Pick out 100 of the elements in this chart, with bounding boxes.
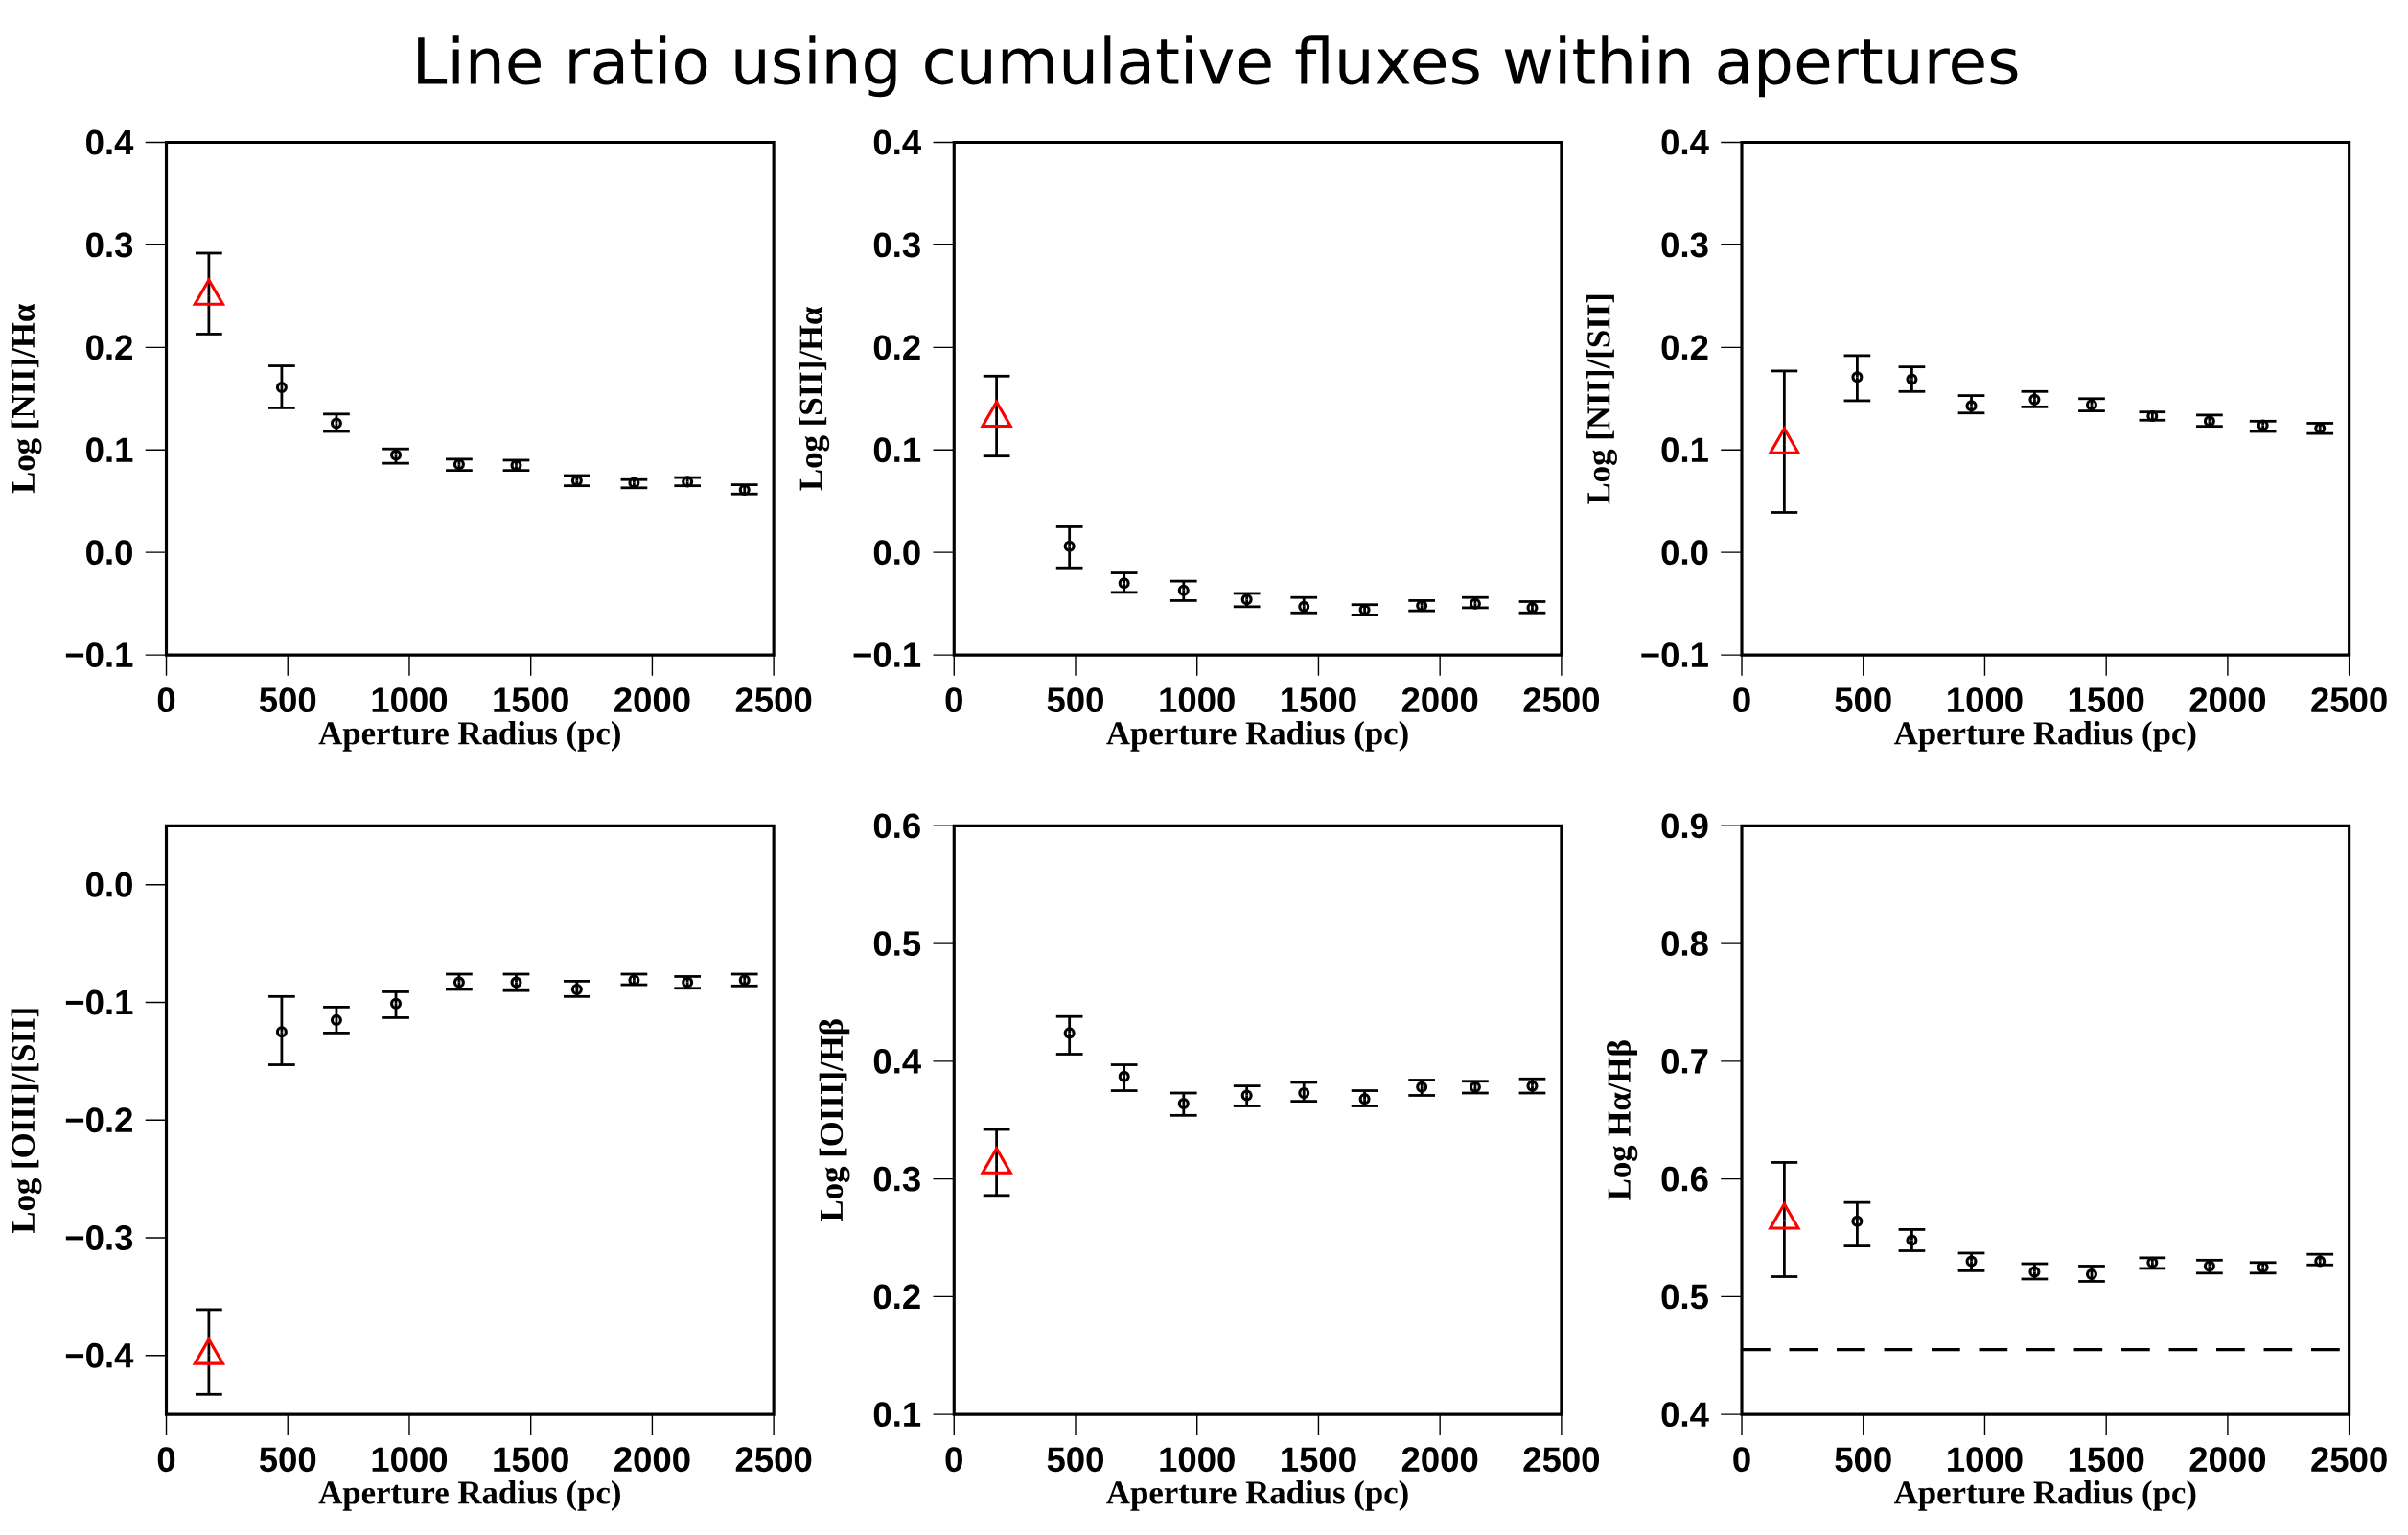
x-tick-label: 1500 bbox=[1282, 687, 1356, 713]
x-tick-label: 500 bbox=[1835, 1447, 1891, 1473]
y-tick-label: 0.9 bbox=[1661, 813, 1708, 839]
x-tick-label: 1000 bbox=[1948, 1447, 2023, 1473]
x-tick-label: 2000 bbox=[614, 687, 690, 713]
text: Line ratio using cumulative fluxes within apertures bbox=[418, 35, 2018, 98]
point bbox=[1526, 1080, 1539, 1092]
y-tick-label: 0.3 bbox=[873, 1166, 920, 1192]
x-tick-label: 1500 bbox=[494, 687, 568, 713]
y-tick-label: 0.0 bbox=[873, 540, 920, 566]
x-tick-label: 500 bbox=[1047, 1447, 1103, 1473]
point bbox=[193, 1337, 225, 1365]
y-tick-label: 0.7 bbox=[1661, 1048, 1708, 1074]
y-tick-label: 0.0 bbox=[86, 872, 132, 897]
x-tick-label: 2500 bbox=[735, 687, 812, 713]
x-tick-label: 1000 bbox=[1948, 687, 2023, 713]
x-tick-label: 0 bbox=[945, 1447, 962, 1473]
y-tick-label: 0.4 bbox=[1661, 129, 1709, 155]
y-tick-label: 0.5 bbox=[873, 931, 921, 957]
x-tick-label: 2000 bbox=[1401, 687, 1478, 713]
y-tick-label: 0.4 bbox=[86, 129, 134, 155]
point bbox=[2146, 1256, 2159, 1268]
x-tick-label: 1500 bbox=[1282, 1447, 1356, 1473]
y-axis-title: Log [SII]/Hα bbox=[799, 306, 830, 491]
y-tick-label: 0.3 bbox=[1661, 232, 1708, 258]
x-tick-label: 0 bbox=[157, 687, 175, 713]
x-axis-title: Aperture Radius (pc) bbox=[318, 721, 620, 752]
point bbox=[628, 974, 640, 987]
y-tick-label: 0.1 bbox=[873, 437, 921, 463]
x-tick-label: 2500 bbox=[1523, 687, 1600, 713]
y-axis-title: Log [NII]/[SII] bbox=[1586, 294, 1617, 504]
x-tick-label: 1500 bbox=[2069, 687, 2144, 713]
y-tick-label: −0.2 bbox=[65, 1107, 132, 1133]
point bbox=[682, 976, 694, 988]
x-tick-label: 2000 bbox=[2189, 1447, 2266, 1473]
x-tick-label: 2000 bbox=[614, 1447, 690, 1473]
y-axis-title: Log Hα/Hβ bbox=[1607, 1040, 1638, 1200]
y-tick-label: 0.3 bbox=[873, 232, 920, 258]
point bbox=[2257, 419, 2269, 431]
point bbox=[1416, 1081, 1428, 1093]
x-tick-label: 0 bbox=[157, 1447, 175, 1473]
point bbox=[2314, 1255, 2327, 1268]
y-tick-label: 0.0 bbox=[86, 540, 132, 566]
y-tick-label: 0.2 bbox=[873, 1284, 920, 1310]
x-tick-label: 0 bbox=[1733, 1447, 1750, 1473]
y-tick-label: −0.3 bbox=[65, 1225, 133, 1251]
y-tick-label: 0.6 bbox=[1661, 1166, 1708, 1192]
x-tick-label: 1000 bbox=[1160, 687, 1235, 713]
y-tick-label: 0.5 bbox=[1661, 1284, 1708, 1310]
point bbox=[2085, 399, 2097, 411]
y-tick-label: −0.1 bbox=[65, 989, 133, 1015]
y-tick-label: 0.6 bbox=[873, 813, 920, 839]
y-tick-label: −0.1 bbox=[65, 642, 133, 668]
y-tick-label: −0.1 bbox=[1641, 642, 1708, 668]
y-tick-label: 0.4 bbox=[873, 1048, 921, 1074]
y-tick-label: 0.8 bbox=[1661, 931, 1708, 957]
x-tick-label: 500 bbox=[1047, 687, 1103, 713]
y-tick-label: 0.3 bbox=[86, 232, 133, 258]
point bbox=[390, 449, 403, 461]
x-axis-title: Aperture Radius (pc) bbox=[1106, 1480, 1408, 1511]
x-tick-label: 500 bbox=[1835, 687, 1891, 713]
x-tick-label: 1500 bbox=[494, 1447, 568, 1473]
y-tick-label: 0.0 bbox=[1661, 540, 1708, 566]
point bbox=[2028, 1266, 2041, 1278]
point bbox=[2257, 1261, 2269, 1273]
y-tick-label: 0.4 bbox=[873, 129, 921, 155]
x-tick-label: 2500 bbox=[2311, 687, 2387, 713]
y-axis-title: Log [OIII]/Hβ bbox=[819, 1019, 850, 1221]
point bbox=[1358, 1093, 1371, 1105]
point bbox=[1965, 1255, 1978, 1268]
point bbox=[2085, 1268, 2097, 1281]
y-tick-label: 0.1 bbox=[86, 437, 133, 463]
y-tick-label: 0.2 bbox=[86, 335, 132, 360]
y-tick-label: 0.2 bbox=[873, 335, 920, 360]
x-tick-label: 0 bbox=[945, 687, 962, 713]
x-tick-label: 0 bbox=[1733, 687, 1750, 713]
y-axis-title: Log [OIII]/[SII] bbox=[11, 1009, 42, 1234]
x-tick-label: 1500 bbox=[2069, 1447, 2144, 1473]
y-tick-label: 0.2 bbox=[1661, 335, 1708, 360]
x-tick-label: 2000 bbox=[2189, 687, 2266, 713]
point bbox=[570, 983, 583, 996]
point bbox=[330, 417, 342, 430]
x-tick-label: 500 bbox=[259, 687, 316, 713]
point bbox=[682, 476, 694, 488]
y-tick-label: 0.1 bbox=[873, 1402, 921, 1428]
point bbox=[2146, 409, 2159, 423]
x-tick-label: 2500 bbox=[1523, 1447, 1600, 1473]
y-tick-label: 0.4 bbox=[1661, 1402, 1709, 1428]
x-tick-label: 2500 bbox=[735, 1447, 812, 1473]
x-axis-title: Aperture Radius (pc) bbox=[318, 1480, 620, 1511]
y-tick-label: 0.1 bbox=[1661, 437, 1708, 463]
point bbox=[510, 976, 522, 988]
x-tick-label: 2000 bbox=[1401, 1447, 1478, 1473]
point bbox=[452, 976, 465, 988]
x-tick-label: 1000 bbox=[372, 687, 448, 713]
x-axis-title: Aperture Radius (pc) bbox=[1893, 721, 2196, 752]
y-axis-title: Log [NII]/Hα bbox=[11, 304, 42, 494]
x-tick-label: 1000 bbox=[1160, 1447, 1235, 1473]
y-tick-label: −0.1 bbox=[853, 642, 921, 668]
point bbox=[2028, 393, 2041, 406]
